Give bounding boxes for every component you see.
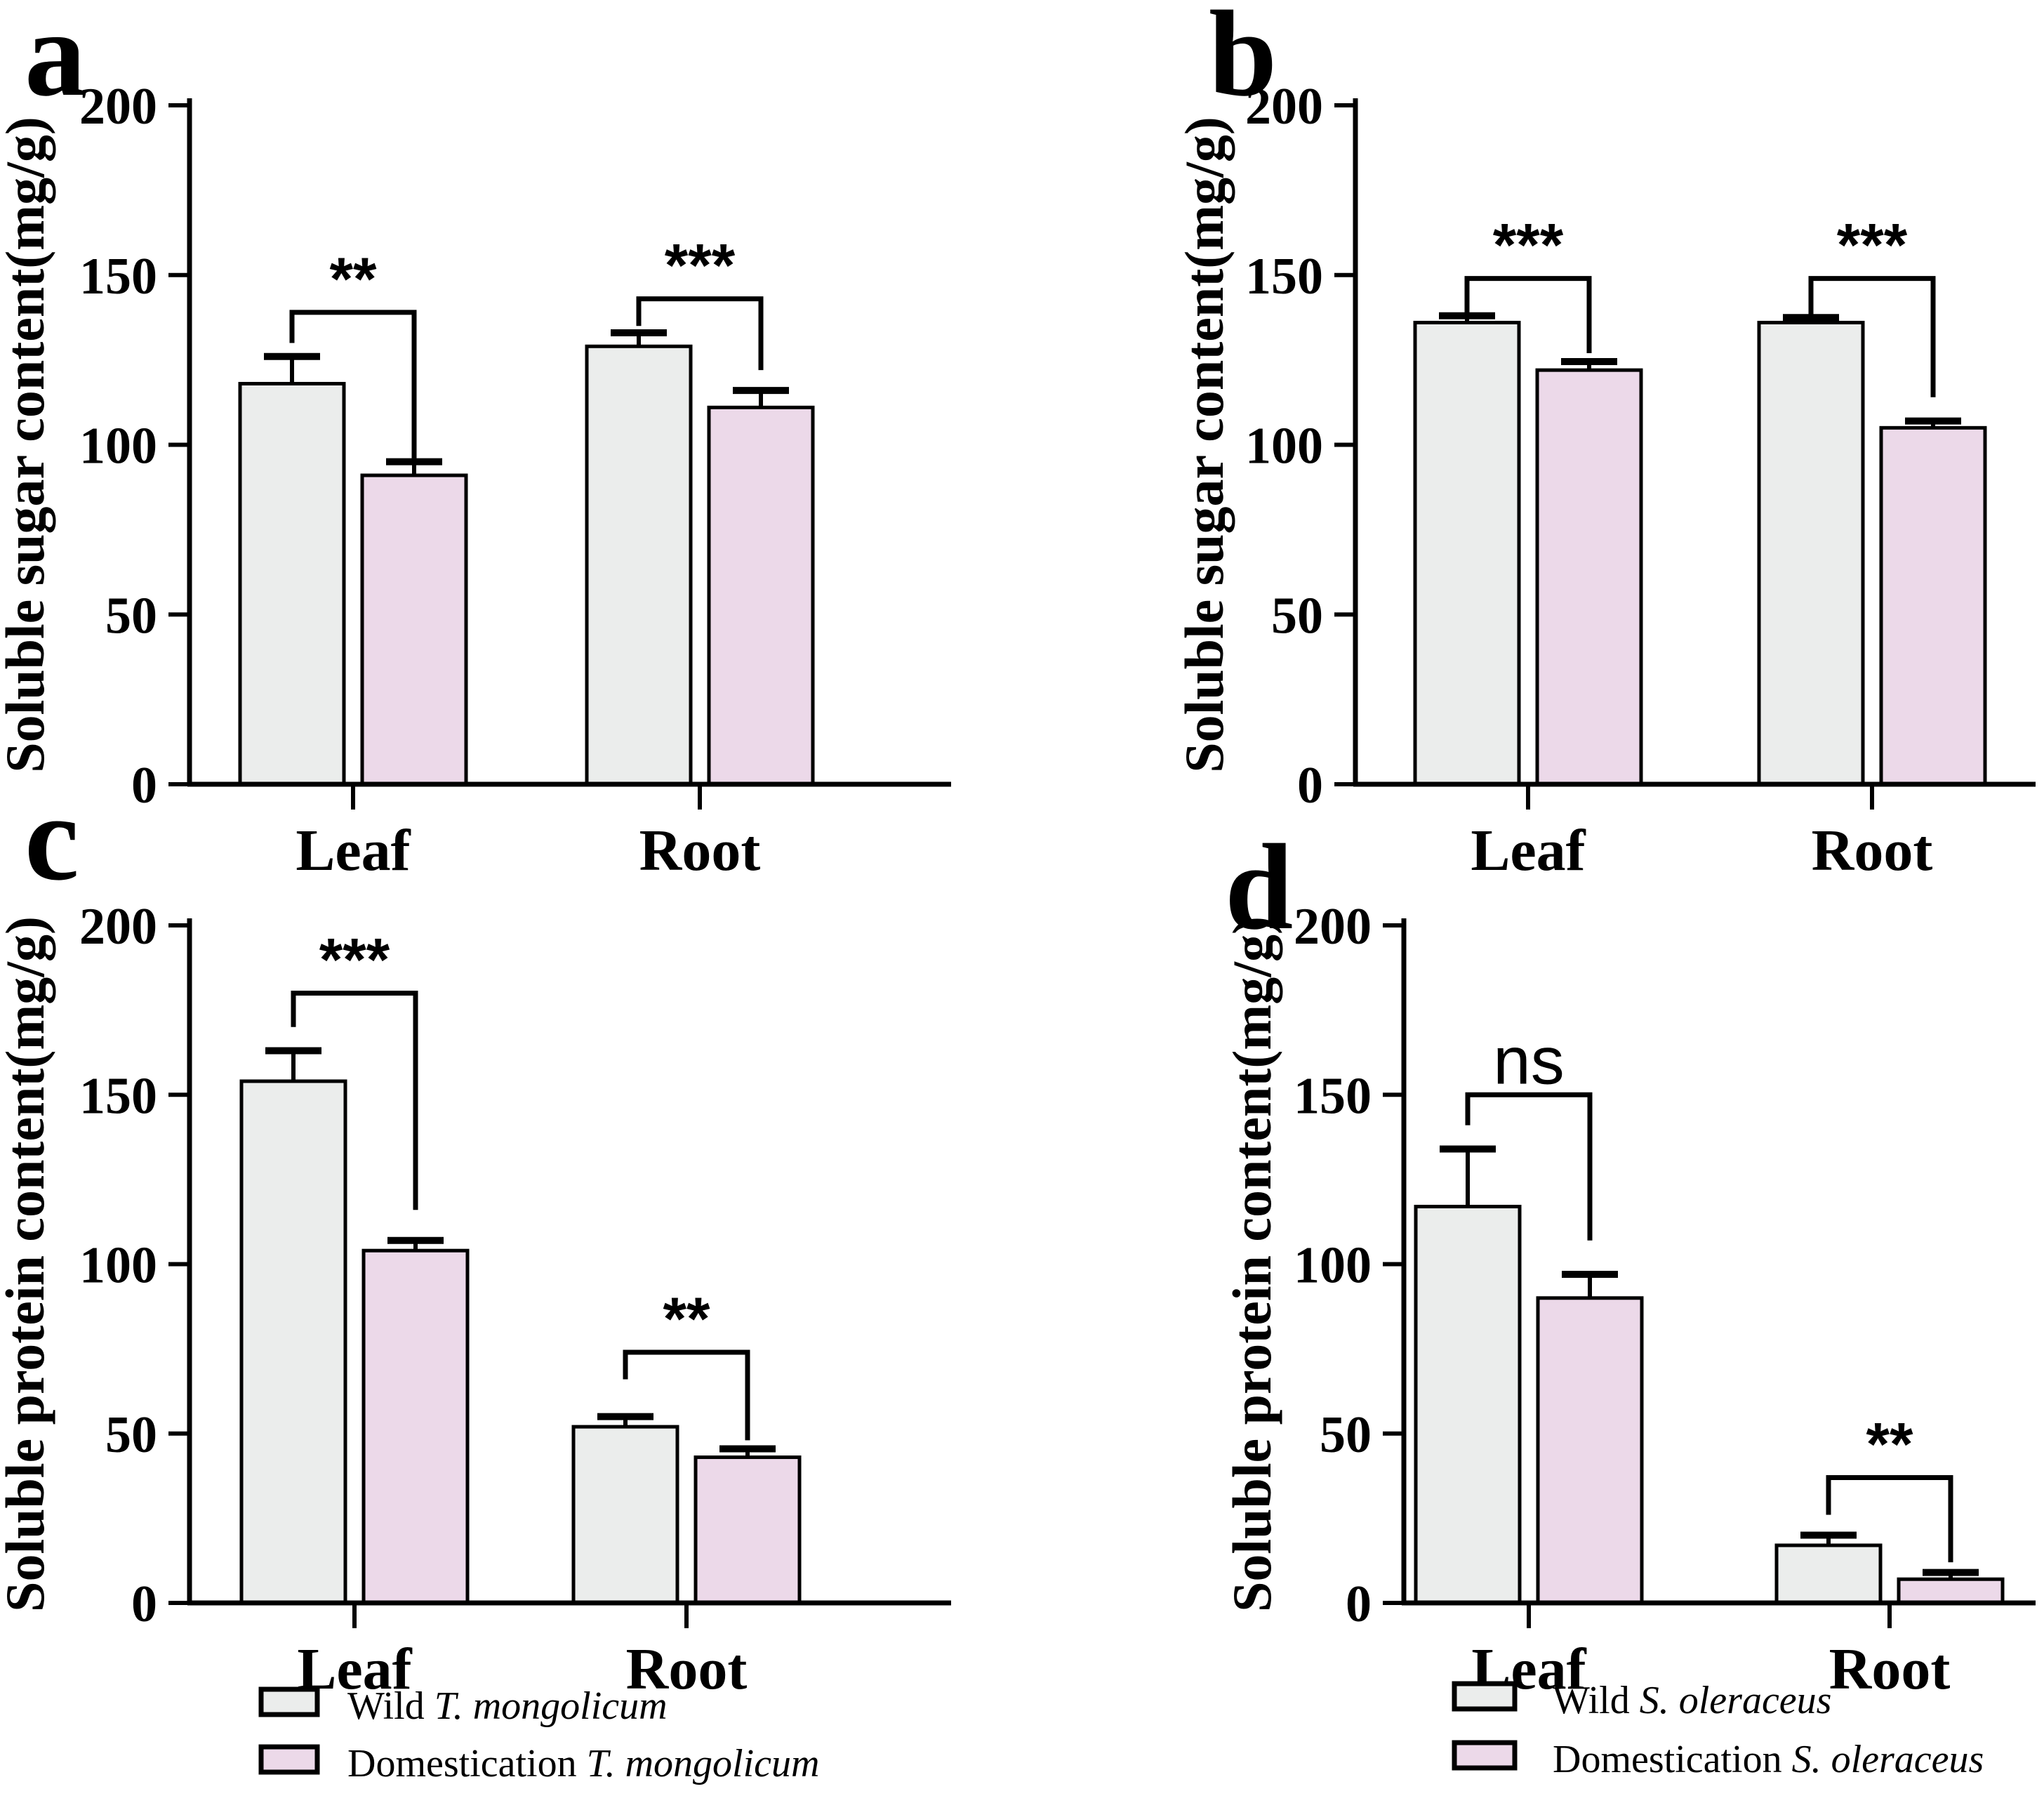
x-category-label-b-leaf: Leaf <box>1471 818 1586 883</box>
panel-letter-c: c <box>25 770 79 906</box>
bar-a-domestication-root <box>707 405 815 786</box>
sig-bracket-a-root <box>636 296 764 371</box>
y-tick-label: 100 <box>1245 418 1323 475</box>
sig-bracket-c-leaf <box>291 991 418 1210</box>
y-tick-label: 150 <box>79 248 157 305</box>
x-category-label-b-root: Root <box>1812 818 1933 883</box>
y-tick-label: 50 <box>105 587 157 645</box>
bar-d-wild-root <box>1774 1543 1883 1605</box>
bar-a-wild-root <box>585 344 693 786</box>
y-tick-label: 0 <box>131 757 157 814</box>
y-axis-title-d: Soluble protein content(mg/g) <box>1221 916 1282 1612</box>
sig-label-b-root: *** <box>1837 212 1908 279</box>
y-tick-label: 150 <box>1245 248 1323 305</box>
bar-b-domestication-root <box>1879 425 1987 786</box>
legend-swatch-wild <box>258 1686 320 1717</box>
y-tick-label: 200 <box>1294 898 1372 956</box>
sig-bracket-a-leaf <box>289 310 417 458</box>
legend-label-wild: Wild T. mongolicum <box>347 1684 668 1728</box>
sig-label-b-leaf: *** <box>1493 212 1564 279</box>
y-tick-label: 200 <box>79 898 157 956</box>
sig-label-a-leaf: ** <box>330 246 377 313</box>
x-category-label-c-root: Root <box>626 1637 748 1702</box>
panel-letter-a: a <box>25 0 86 121</box>
y-axis-title-b: Soluble sugar content(mg/g) <box>1174 117 1235 773</box>
legend-label-domestication: Domestication T. mongolicum <box>347 1742 819 1785</box>
bar-d-domestication-root <box>1897 1577 2005 1605</box>
sig-bracket-d-root <box>1826 1474 1953 1563</box>
sig-label-d-leaf: ns <box>1493 1023 1564 1098</box>
y-tick-label: 0 <box>1346 1576 1372 1633</box>
legend-swatch-domestication <box>258 1744 320 1775</box>
legend-swatch-wild <box>1452 1681 1518 1712</box>
bar-c-wild-leaf <box>239 1079 347 1605</box>
bar-d-wild-leaf <box>1414 1204 1522 1605</box>
sig-bracket-b-leaf <box>1464 276 1592 353</box>
bar-a-domestication-leaf <box>360 473 468 786</box>
y-tick-label: 100 <box>79 1237 157 1295</box>
sig-label-d-root: ** <box>1866 1411 1913 1478</box>
legend-swatch-domestication <box>1452 1740 1518 1771</box>
y-axis-title-a: Soluble sugar content(mg/g) <box>0 117 55 773</box>
y-tick-label: 200 <box>79 78 157 136</box>
x-category-label-d-root: Root <box>1829 1637 1951 1702</box>
legend-label-domestication: Domestication S. oleraceus <box>1553 1738 1984 1781</box>
sig-label-c-leaf: *** <box>319 927 390 994</box>
y-tick-label: 150 <box>1294 1067 1372 1125</box>
panel-c: c Soluble protein content(mg/g) 0 50 100 150 2… <box>0 770 951 1702</box>
y-tick-label: 50 <box>1320 1406 1372 1464</box>
y-axis-title-c: Soluble protein content(mg/g) <box>0 916 55 1612</box>
sig-bracket-b-root <box>1808 276 1936 397</box>
panel-letter-b: b <box>1209 0 1277 121</box>
panel-letter-d: d <box>1225 819 1293 955</box>
y-tick-label: 0 <box>1297 757 1323 814</box>
x-category-label-a-root: Root <box>639 818 761 883</box>
sig-bracket-d-leaf <box>1465 1092 1593 1241</box>
bar-c-domestication-leaf <box>361 1248 470 1605</box>
y-tick-label: 50 <box>1271 587 1323 645</box>
bar-c-wild-root <box>571 1425 679 1605</box>
legend-c: Wild T. mongolicum Domestication T. mongo… <box>258 1684 819 1785</box>
legend-label-wild: Wild S. oleraceus <box>1553 1679 1831 1722</box>
legend-d: Wild S. oleraceus Domestication S. olerac… <box>1452 1679 1984 1781</box>
y-tick-label: 100 <box>79 418 157 475</box>
bar-c-domestication-root <box>694 1455 802 1605</box>
sig-bracket-c-root <box>623 1349 750 1441</box>
y-tick-label: 150 <box>79 1067 157 1125</box>
sig-label-a-root: *** <box>665 232 736 300</box>
sig-label-c-root: ** <box>663 1286 710 1353</box>
y-tick-label: 200 <box>1245 78 1323 136</box>
x-category-label-a-leaf: Leaf <box>296 818 411 883</box>
y-tick-label: 0 <box>131 1576 157 1633</box>
bar-b-domestication-leaf <box>1535 368 1643 786</box>
bar-b-wild-root <box>1757 320 1865 786</box>
bar-d-domestication-leaf <box>1536 1296 1644 1605</box>
bar-b-wild-leaf <box>1413 320 1521 786</box>
y-tick-label: 100 <box>1294 1237 1372 1295</box>
bar-a-wild-leaf <box>238 381 346 786</box>
y-tick-label: 50 <box>105 1406 157 1464</box>
